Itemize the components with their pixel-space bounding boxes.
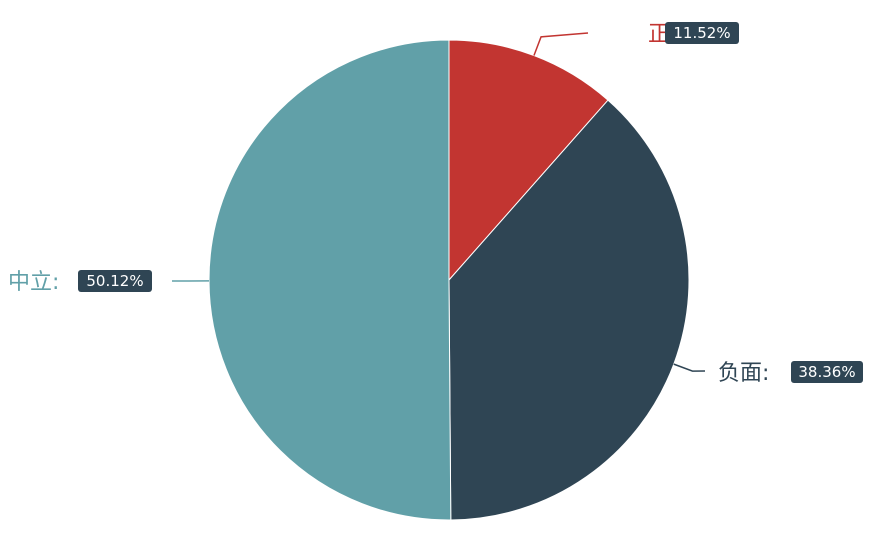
percent-badge-1 <box>665 22 739 44</box>
percent-label-2: 38.36% <box>798 363 855 381</box>
percent-badge-3 <box>78 270 152 292</box>
leader-line-1 <box>533 32 589 56</box>
percent-badge-2 <box>791 361 863 383</box>
slice-name-label-3: 中立: <box>8 270 59 295</box>
pie-slice-1[interactable] <box>448 39 609 282</box>
percent-label-3: 50.12% <box>86 272 143 290</box>
percent-label-1: 11.52% <box>673 24 730 42</box>
leader-line-2 <box>673 363 706 372</box>
slice-name-label-2: 负面: <box>718 361 769 386</box>
pie-slice-3[interactable] <box>208 39 452 521</box>
pie-slice-2[interactable] <box>448 99 690 521</box>
